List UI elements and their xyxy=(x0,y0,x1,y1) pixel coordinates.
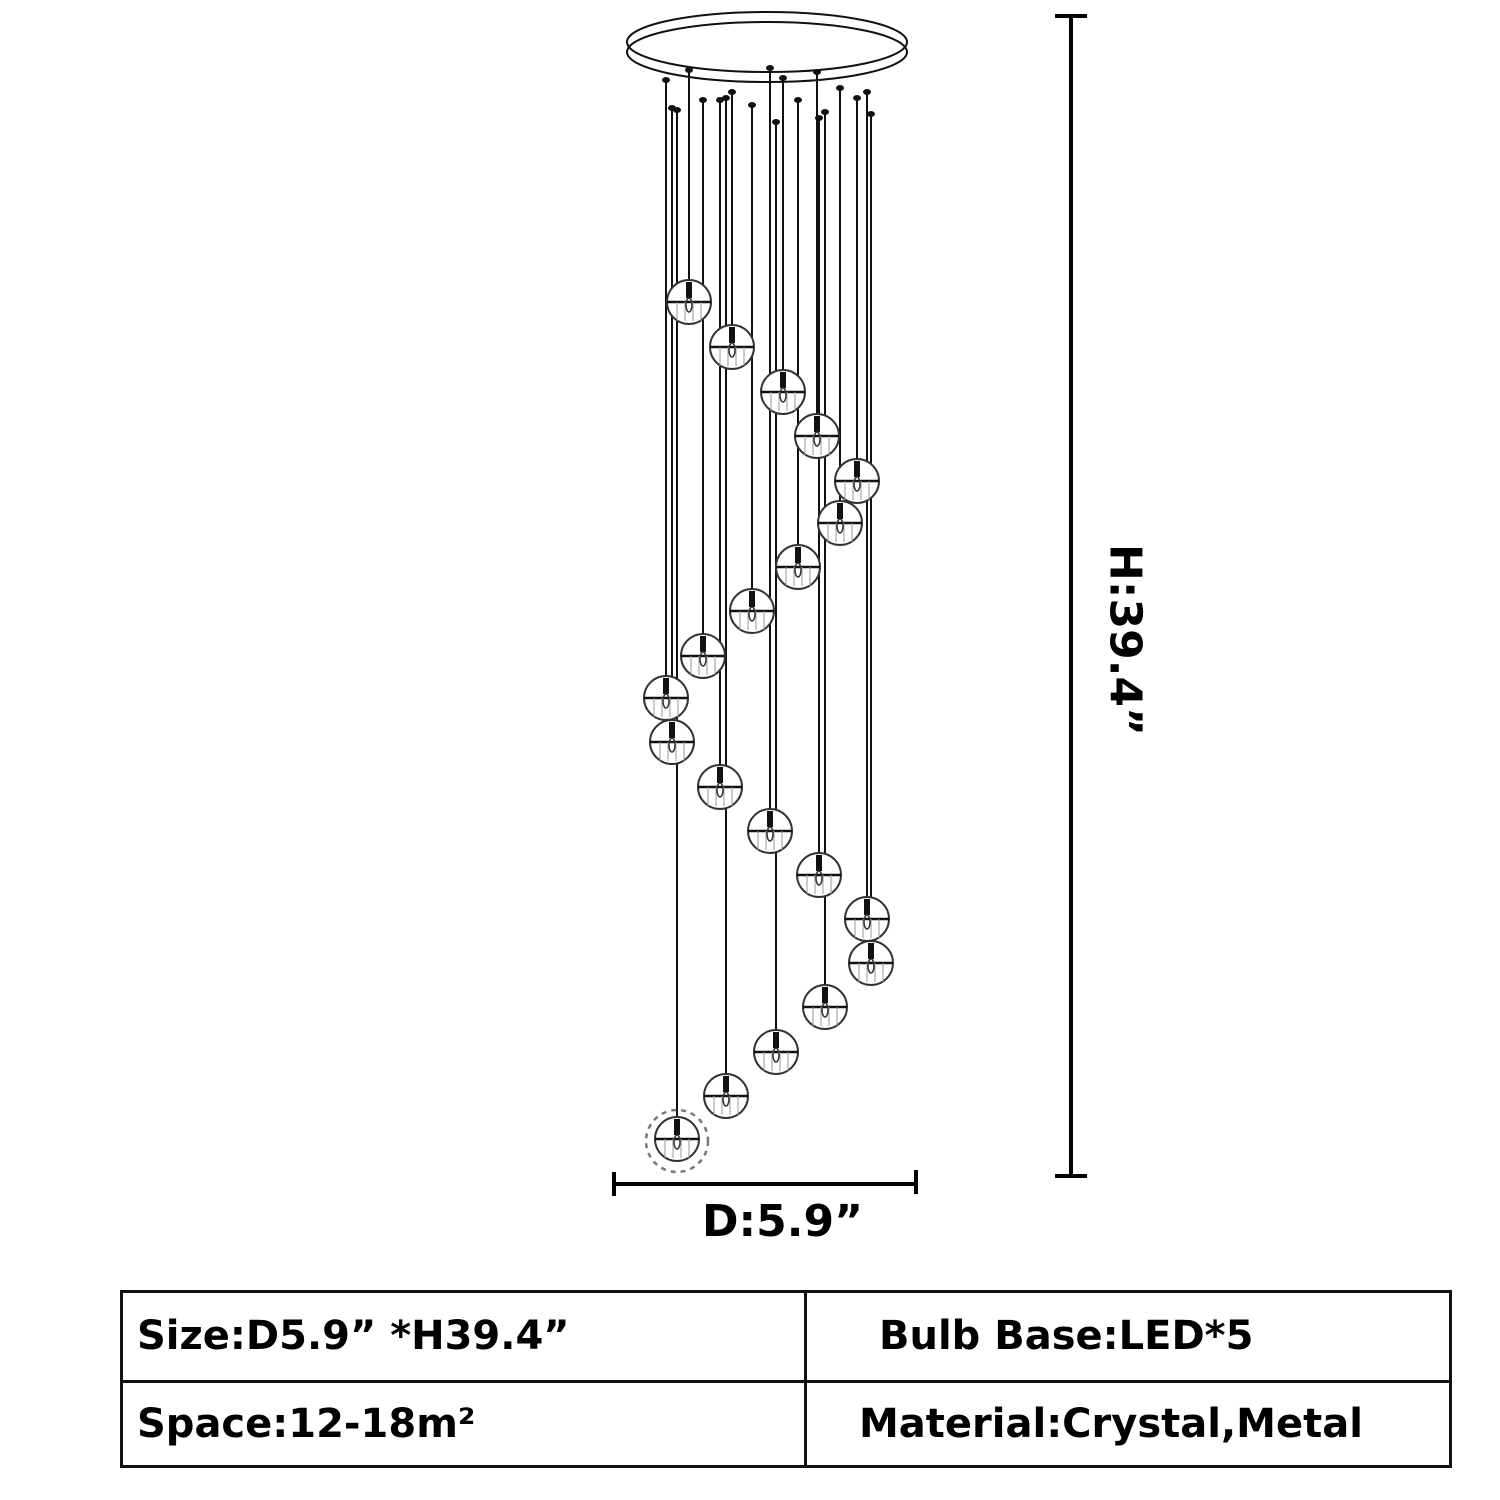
diameter-label: D:5.9” xyxy=(702,1196,863,1247)
table-divider-vertical xyxy=(804,1293,807,1465)
pendant-globe xyxy=(834,458,880,504)
wire-anchor xyxy=(867,111,875,117)
wire-anchor xyxy=(815,115,823,121)
pendant-globe xyxy=(697,764,743,810)
spec-bulb-base: Bulb Base:LED*5 xyxy=(879,1313,1254,1359)
pendant-globe xyxy=(802,984,848,1030)
wire-anchor xyxy=(722,95,730,101)
spec-material: Material:Crystal,Metal xyxy=(859,1401,1363,1447)
pendant-globe xyxy=(680,633,726,679)
pendant-globe xyxy=(747,808,793,854)
pendant-globe xyxy=(649,719,695,765)
pendant-globe xyxy=(794,413,840,459)
wire-anchor xyxy=(699,97,707,103)
wire-anchor xyxy=(821,109,829,115)
height-label: H:39.4” xyxy=(1099,544,1151,736)
pendant-globes xyxy=(643,279,894,1162)
ceiling-canopy-bottom xyxy=(626,21,908,83)
wire-anchor xyxy=(794,97,802,103)
spec-table: Size:D5.9” *H39.4” Bulb Base:LED*5 Space… xyxy=(120,1290,1452,1468)
pendant-globe xyxy=(753,1029,799,1075)
spec-size: Size:D5.9” *H39.4” xyxy=(137,1313,570,1359)
wire-anchor xyxy=(863,89,871,95)
pendant-globe xyxy=(666,279,712,325)
wire-anchor xyxy=(685,67,693,73)
wire-anchor xyxy=(772,119,780,125)
pendant-globe xyxy=(848,940,894,986)
pendant-globe xyxy=(817,500,863,546)
wire-anchor xyxy=(716,97,724,103)
pendant-globe xyxy=(703,1073,749,1119)
wire-anchor xyxy=(813,69,821,75)
spec-space: Space:12-18m² xyxy=(137,1401,476,1447)
wire-anchor xyxy=(836,85,844,91)
pendant-globe xyxy=(643,675,689,721)
canopy-wire-tops xyxy=(662,65,875,125)
wire-anchor xyxy=(673,107,681,113)
wire-anchor xyxy=(748,102,756,108)
pendant-globe xyxy=(709,324,755,370)
pendant-globe xyxy=(729,588,775,634)
pendant-globe xyxy=(775,544,821,590)
pendant-globe xyxy=(760,369,806,415)
table-divider-horizontal xyxy=(123,1380,1449,1383)
wire-anchor xyxy=(779,75,787,81)
wire-anchor xyxy=(728,89,736,95)
wire-anchor xyxy=(766,65,774,71)
ceiling-canopy xyxy=(626,11,908,73)
wire-anchor xyxy=(853,95,861,101)
pendant-globe xyxy=(796,852,842,898)
highlight-dashed-circle xyxy=(644,1108,710,1174)
pendant-wires xyxy=(665,68,872,1117)
pendant-globe xyxy=(844,896,890,942)
wire-anchor xyxy=(662,77,670,83)
pendant-globe xyxy=(654,1116,700,1162)
